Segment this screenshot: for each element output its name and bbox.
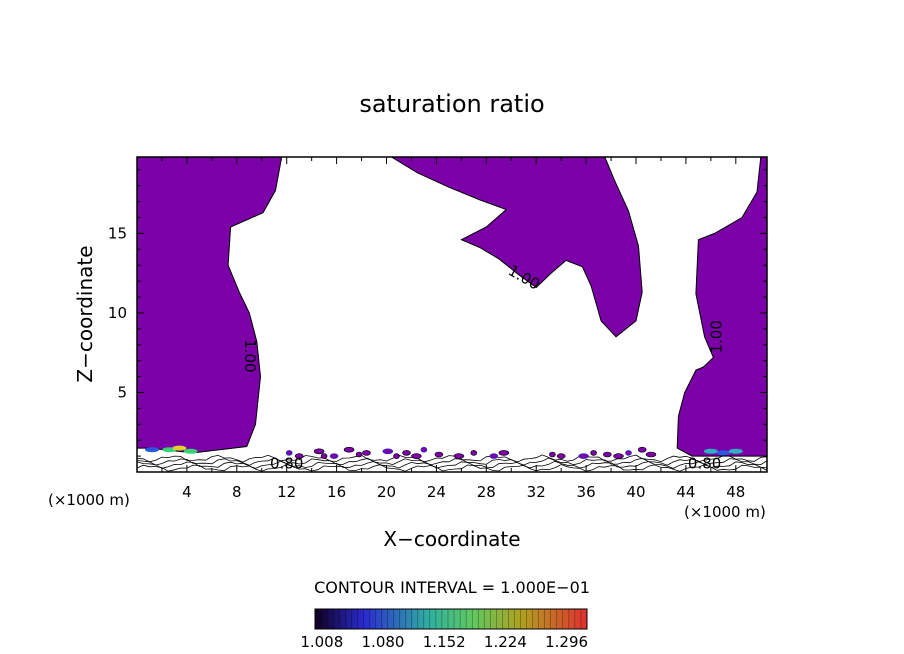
- x-tick-label: 32: [527, 483, 546, 501]
- x-tick-label: 36: [577, 483, 596, 501]
- colorbar-lines: [320, 609, 582, 629]
- x-tick-label: 20: [377, 483, 396, 501]
- x-tick-label: 4: [182, 483, 192, 501]
- chart-title: saturation ratio: [359, 90, 544, 118]
- supersaturation-maximum: [172, 445, 187, 451]
- surface-speck: [393, 453, 400, 459]
- x-tick-label: 24: [427, 483, 446, 501]
- x-tick-label: 44: [676, 483, 695, 501]
- plot-area: 1.001.001.000.80 0.80 4 8 12 16 20 24 28 32 36 40 4…: [108, 156, 768, 501]
- x-unit-label-right: (×1000 m): [684, 503, 766, 521]
- region-right: [676, 156, 768, 457]
- surface-contour-line: [136, 460, 768, 469]
- supersaturation-maximum: [716, 450, 731, 456]
- x-axis-label: X−coordinate: [383, 527, 520, 551]
- surface-speck: [411, 453, 422, 459]
- y-tick-label: 5: [117, 383, 127, 401]
- surface-speck: [637, 446, 647, 453]
- surface-speck: [453, 453, 465, 459]
- colorbar-ticks: 1.008 1.080 1.152 1.224 1.296: [300, 633, 588, 651]
- contour-label: 1.00: [241, 339, 259, 372]
- x-tick-label: 12: [277, 483, 296, 501]
- surface-speck: [470, 450, 478, 456]
- contour-interval-text: CONTOUR INTERVAL = 1.000E−01: [314, 578, 590, 597]
- surface-speck: [329, 453, 339, 459]
- surface-speck: [602, 451, 612, 458]
- y-tick-label: 10: [108, 304, 127, 322]
- contour-label: 0.80: [688, 455, 721, 473]
- contour-label: 0.80: [270, 455, 303, 473]
- surface-speck: [578, 453, 589, 459]
- surface-specks: [145, 445, 743, 459]
- surface-speck: [645, 451, 657, 458]
- x-tick-label: 8: [232, 483, 242, 501]
- surface-speck: [625, 450, 632, 456]
- surface-speck: [498, 450, 510, 456]
- surface-speck: [402, 450, 411, 456]
- surface-speck: [420, 446, 428, 453]
- x-unit-label-left: (×1000 m): [48, 491, 130, 509]
- colorbar-tick-label: 1.152: [423, 633, 466, 651]
- x-tick-label: 48: [726, 483, 745, 501]
- surface-contour-line: [136, 457, 768, 466]
- x-tick-label: 40: [626, 483, 645, 501]
- colorbar-tick-label: 1.080: [362, 633, 405, 651]
- surface-speck: [434, 451, 444, 458]
- surface-speck: [556, 453, 566, 459]
- surface-speck: [320, 453, 328, 459]
- x-tick-label: 28: [477, 483, 496, 501]
- surface-speck: [590, 450, 597, 456]
- colorbar-tick-label: 1.008: [300, 633, 343, 651]
- surface-speck: [362, 450, 371, 456]
- colorbar: [314, 608, 588, 630]
- x-tick-label: 16: [327, 483, 346, 501]
- colorbar-tick-label: 1.296: [545, 633, 588, 651]
- surface-speck: [355, 451, 363, 458]
- region-center: [389, 156, 643, 338]
- surface-speck: [489, 453, 499, 459]
- surface-speck: [382, 448, 394, 455]
- surface-speck: [294, 453, 304, 459]
- supersaturation-maximum: [728, 448, 743, 454]
- surface-speck: [549, 451, 556, 458]
- contour-label: 1.00: [708, 320, 726, 353]
- surface-contour-line: [136, 463, 768, 472]
- supersaturation-maximum: [703, 448, 718, 454]
- plot-border: [136, 156, 768, 473]
- surface-contour-lines: [136, 454, 768, 472]
- y-tick-label: 15: [108, 224, 127, 242]
- surface-speck: [613, 453, 624, 459]
- surface-contour-line: [136, 454, 768, 463]
- colorbar-tick-label: 1.224: [484, 633, 527, 651]
- supersaturation-maximum: [145, 447, 159, 453]
- supersaturation-maximum: [183, 448, 198, 454]
- surface-speck: [343, 446, 355, 453]
- surface-speck: [313, 448, 325, 455]
- y-axis-label: Z−coordinate: [73, 245, 97, 382]
- surface-speck: [285, 450, 293, 456]
